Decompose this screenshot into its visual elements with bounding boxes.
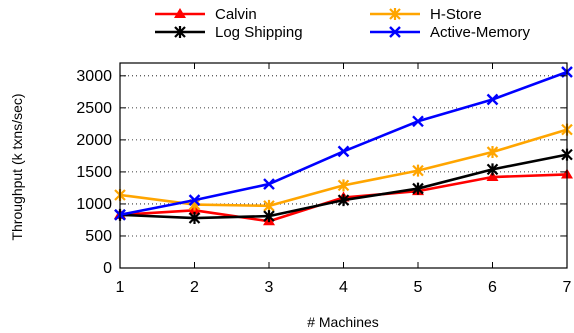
x-axis-ticks: 1 2 3 4 5 6 7 — [116, 63, 572, 296]
data-point-calvin — [486, 171, 499, 182]
data-point-active-memory — [486, 93, 499, 106]
x-tick-label: 1 — [116, 279, 125, 296]
data-point-log-shipping — [188, 212, 201, 225]
x-tick-label: 6 — [488, 279, 497, 296]
y-tick-label: 1000 — [76, 196, 112, 213]
data-point-log-shipping — [337, 194, 350, 207]
data-point-log-shipping — [263, 210, 275, 223]
series-active-memory — [114, 66, 573, 221]
x-tick-label: 2 — [190, 279, 199, 296]
legend-label-h-store: H-Store — [430, 6, 482, 23]
legend-item-calvin: Calvin — [155, 6, 257, 23]
plot-border — [119, 62, 568, 269]
series-group — [114, 66, 573, 226]
data-point-log-shipping — [412, 182, 424, 195]
data-point-active-memory — [188, 194, 201, 206]
legend-marker-active-memory — [389, 26, 401, 38]
y-axis-title: Throughput (k txns/sec) — [9, 93, 25, 240]
legend-label-log-shipping: Log Shipping — [215, 24, 303, 41]
y-tick-label: 2500 — [76, 100, 112, 117]
x-tick-label: 7 — [563, 279, 572, 296]
x-tick-label: 3 — [265, 279, 274, 296]
data-point-h-store — [486, 146, 499, 159]
legend-marker-calvin — [174, 8, 186, 18]
legend: Calvin H-Store Log Shipping Active-Memory — [155, 6, 531, 41]
y-axis-ticks: 0 500 1000 1500 2000 2500 3000 — [76, 68, 567, 277]
legend-item-active-memory: Active-Memory — [370, 24, 531, 41]
data-point-active-memory — [412, 115, 424, 128]
data-point-h-store — [263, 199, 275, 212]
legend-item-h-store: H-Store — [370, 6, 482, 23]
y-tick-label: 500 — [85, 228, 112, 245]
y-tick-label: 3000 — [76, 68, 112, 85]
y-tick-label: 2000 — [76, 132, 112, 149]
data-point-log-shipping — [486, 163, 499, 176]
x-axis-title: # Machines — [307, 314, 379, 330]
legend-marker-h-store — [389, 8, 401, 20]
x-tick-label: 4 — [339, 279, 348, 296]
legend-label-calvin: Calvin — [215, 6, 257, 23]
plot-frame — [119, 62, 568, 269]
data-point-h-store — [412, 164, 424, 177]
data-point-active-memory — [337, 145, 350, 158]
y-tick-label: 1500 — [76, 164, 112, 181]
legend-label-active-memory: Active-Memory — [430, 24, 531, 41]
y-tick-label: 0 — [103, 260, 112, 277]
legend-marker-log-shipping — [174, 26, 186, 38]
data-point-active-memory — [263, 178, 275, 190]
x-tick-label: 5 — [414, 279, 423, 296]
legend-item-log-shipping: Log Shipping — [155, 24, 303, 41]
data-point-h-store — [337, 179, 350, 192]
